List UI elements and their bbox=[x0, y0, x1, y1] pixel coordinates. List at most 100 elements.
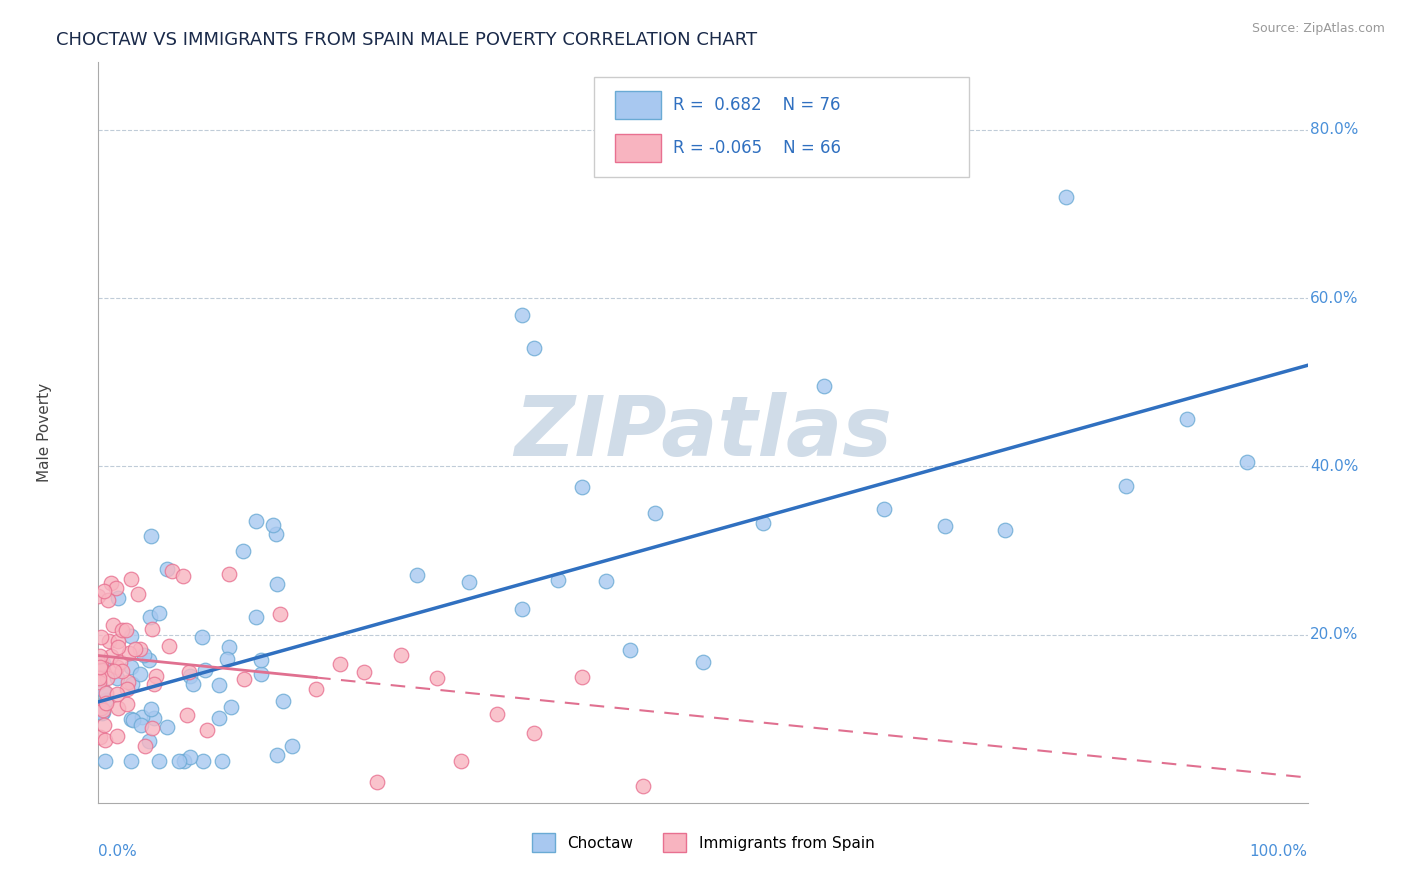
Point bbox=[120, 660, 142, 674]
Point bbox=[208, 711, 231, 725]
Point bbox=[122, 713, 145, 727]
Point bbox=[118, 646, 141, 660]
Point bbox=[96, 686, 118, 700]
Point bbox=[211, 754, 233, 768]
Point bbox=[752, 516, 775, 531]
Point bbox=[486, 706, 509, 721]
Point bbox=[523, 726, 546, 740]
Point bbox=[173, 754, 195, 768]
Point bbox=[305, 681, 328, 696]
Point bbox=[129, 641, 152, 656]
Point bbox=[91, 663, 114, 677]
Point bbox=[405, 568, 427, 582]
Point bbox=[94, 754, 117, 768]
Point bbox=[179, 665, 201, 680]
Point bbox=[156, 720, 179, 734]
Point bbox=[120, 754, 142, 768]
Point bbox=[457, 574, 479, 589]
Point bbox=[217, 652, 239, 666]
Point bbox=[114, 624, 136, 638]
Text: 0.0%: 0.0% bbox=[98, 844, 138, 858]
Point bbox=[127, 587, 149, 601]
Point bbox=[93, 583, 115, 598]
Point bbox=[162, 565, 184, 579]
Point bbox=[131, 710, 153, 724]
Point bbox=[89, 648, 111, 663]
Point bbox=[195, 723, 218, 737]
Point bbox=[191, 754, 214, 768]
Point bbox=[389, 648, 412, 662]
Point bbox=[994, 523, 1017, 537]
Point bbox=[87, 589, 110, 603]
Point bbox=[103, 665, 125, 679]
Point bbox=[138, 733, 160, 747]
Point bbox=[105, 659, 128, 673]
Point bbox=[269, 607, 291, 622]
Point bbox=[115, 697, 138, 711]
Point bbox=[245, 515, 267, 529]
Text: R =  0.682    N = 76: R = 0.682 N = 76 bbox=[672, 96, 841, 114]
Point bbox=[87, 671, 110, 685]
Point bbox=[167, 754, 190, 768]
Point bbox=[89, 674, 111, 689]
Point bbox=[156, 562, 179, 576]
Point bbox=[266, 747, 288, 762]
Point bbox=[105, 687, 128, 701]
Point bbox=[107, 701, 129, 715]
Point bbox=[90, 656, 112, 670]
Text: CHOCTAW VS IMMIGRANTS FROM SPAIN MALE POVERTY CORRELATION CHART: CHOCTAW VS IMMIGRANTS FROM SPAIN MALE PO… bbox=[56, 31, 758, 49]
Point bbox=[619, 643, 641, 657]
Text: 40.0%: 40.0% bbox=[1310, 458, 1358, 474]
Point bbox=[111, 664, 134, 678]
Point bbox=[138, 653, 160, 667]
Point bbox=[120, 629, 142, 643]
Point bbox=[108, 655, 131, 669]
Point bbox=[145, 669, 167, 683]
Point bbox=[139, 610, 162, 624]
Point bbox=[89, 630, 111, 644]
Point bbox=[105, 581, 128, 595]
Point bbox=[143, 711, 166, 725]
Point bbox=[873, 502, 896, 516]
Point bbox=[111, 624, 134, 638]
Text: 100.0%: 100.0% bbox=[1250, 844, 1308, 858]
Point bbox=[179, 750, 201, 764]
Point bbox=[115, 682, 138, 697]
Point bbox=[547, 574, 569, 588]
Text: ZIPatlas: ZIPatlas bbox=[515, 392, 891, 473]
Point bbox=[89, 660, 111, 674]
FancyBboxPatch shape bbox=[614, 134, 661, 161]
Point bbox=[250, 667, 273, 681]
Point bbox=[132, 648, 155, 663]
Point bbox=[218, 640, 240, 655]
Point bbox=[107, 591, 129, 605]
Point bbox=[101, 618, 124, 632]
Point bbox=[107, 640, 129, 654]
Point bbox=[134, 739, 156, 754]
Point bbox=[91, 703, 114, 717]
Point bbox=[96, 692, 118, 706]
Point bbox=[148, 606, 170, 620]
Point bbox=[141, 623, 163, 637]
Point bbox=[97, 593, 120, 607]
Point bbox=[93, 718, 115, 732]
Point bbox=[426, 671, 449, 685]
Point bbox=[183, 677, 205, 691]
Point bbox=[107, 634, 129, 648]
Point bbox=[934, 519, 956, 533]
Point bbox=[124, 642, 146, 657]
Point bbox=[96, 672, 118, 686]
Point bbox=[120, 712, 142, 726]
Point bbox=[450, 754, 472, 768]
Point bbox=[1115, 479, 1137, 493]
Point bbox=[105, 729, 128, 743]
Point bbox=[264, 526, 287, 541]
Text: Source: ZipAtlas.com: Source: ZipAtlas.com bbox=[1251, 22, 1385, 36]
Point bbox=[121, 677, 143, 691]
Point bbox=[176, 708, 198, 723]
Point bbox=[157, 640, 180, 654]
Point bbox=[245, 610, 267, 624]
Point bbox=[232, 672, 254, 686]
FancyBboxPatch shape bbox=[595, 78, 969, 178]
Text: Male Poverty: Male Poverty bbox=[37, 383, 52, 483]
